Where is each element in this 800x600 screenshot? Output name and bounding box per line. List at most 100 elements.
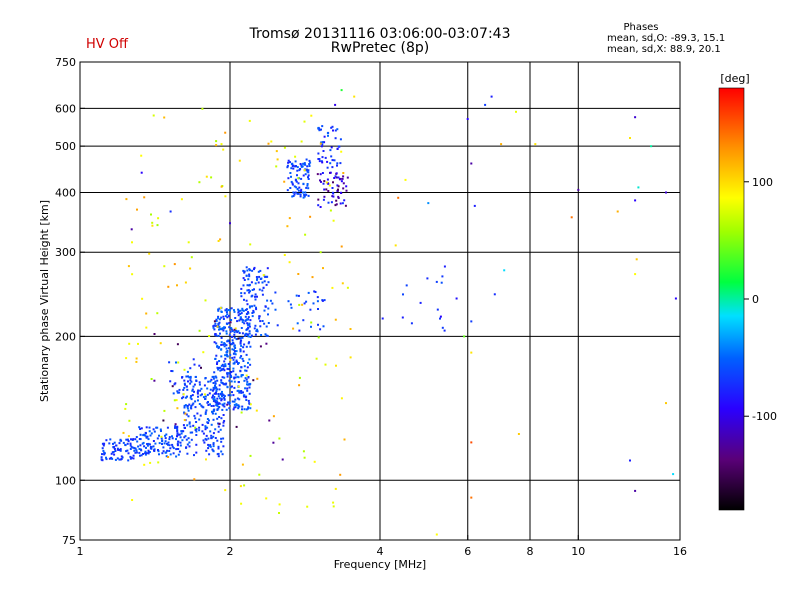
- data-point: [244, 369, 247, 372]
- data-point: [245, 353, 248, 356]
- data-point: [247, 278, 250, 281]
- data-point: [215, 320, 218, 322]
- data-point: [152, 428, 155, 431]
- data-point: [136, 440, 139, 443]
- data-point: [224, 383, 227, 386]
- data-point: [232, 367, 235, 370]
- data-point: [303, 456, 306, 459]
- data-point: [129, 442, 132, 445]
- data-point: [247, 289, 250, 292]
- data-point: [214, 391, 217, 394]
- data-point: [247, 399, 250, 402]
- data-point: [153, 333, 156, 335]
- data-point: [147, 452, 150, 455]
- data-point: [216, 361, 219, 364]
- data-point: [152, 114, 155, 117]
- data-point: [332, 195, 335, 198]
- data-point: [119, 458, 122, 461]
- data-point: [212, 410, 215, 412]
- data-point: [299, 195, 302, 198]
- data-point: [253, 304, 256, 307]
- data-point: [194, 375, 197, 378]
- data-point: [218, 422, 221, 425]
- data-point: [202, 432, 205, 435]
- data-point: [223, 360, 226, 363]
- data-point: [114, 450, 117, 452]
- data-point: [191, 403, 194, 406]
- data-point: [161, 440, 164, 443]
- data-point: [303, 162, 306, 165]
- data-point: [257, 270, 260, 273]
- data-point: [185, 413, 188, 416]
- data-point: [187, 241, 190, 244]
- data-point: [324, 363, 327, 366]
- data-point: [336, 189, 339, 192]
- data-point: [122, 431, 125, 434]
- data-point: [218, 416, 221, 418]
- data-point: [118, 449, 121, 451]
- data-point: [128, 342, 131, 345]
- data-point: [292, 167, 295, 170]
- data-point: [297, 177, 300, 180]
- data-point: [314, 291, 317, 293]
- data-point: [208, 335, 211, 337]
- data-point: [113, 441, 116, 444]
- data-point: [223, 326, 226, 329]
- data-point: [286, 225, 289, 228]
- data-point: [243, 322, 246, 325]
- data-point: [218, 388, 221, 391]
- data-point: [340, 89, 343, 92]
- data-point: [240, 411, 243, 414]
- data-point: [322, 150, 325, 152]
- data-point: [233, 377, 236, 380]
- data-point: [443, 265, 446, 268]
- data-point: [267, 142, 270, 145]
- data-point: [105, 439, 108, 442]
- data-point: [246, 323, 249, 326]
- data-point: [215, 342, 218, 345]
- data-point: [193, 383, 196, 386]
- data-point: [394, 244, 397, 247]
- data-point: [242, 350, 245, 353]
- data-point: [148, 252, 151, 255]
- chart-subtitle: RwPretec (8p): [330, 40, 430, 56]
- data-point: [319, 251, 322, 254]
- data-point: [233, 352, 236, 355]
- data-point: [214, 412, 217, 415]
- data-point: [252, 379, 255, 382]
- data-point: [111, 457, 114, 460]
- data-point: [148, 430, 151, 433]
- data-point: [245, 399, 248, 401]
- data-point: [241, 405, 244, 408]
- data-point: [140, 454, 143, 457]
- data-point: [183, 379, 186, 382]
- data-point: [216, 379, 219, 382]
- data-point: [176, 391, 179, 394]
- data-point: [237, 381, 240, 384]
- data-point: [233, 403, 236, 406]
- data-point: [215, 403, 218, 406]
- data-point: [230, 319, 233, 321]
- data-point: [240, 292, 243, 295]
- data-point: [224, 357, 227, 360]
- data-point: [176, 407, 179, 410]
- data-point: [165, 433, 168, 436]
- data-point: [226, 355, 229, 358]
- data-point: [320, 141, 323, 144]
- data-point: [239, 485, 242, 488]
- data-point: [163, 442, 166, 445]
- data-point: [165, 455, 168, 458]
- data-point: [224, 365, 227, 368]
- data-point: [237, 385, 240, 388]
- y-tick-label: 300: [55, 246, 76, 259]
- data-point: [187, 380, 189, 383]
- data-point: [261, 293, 264, 296]
- data-point: [329, 149, 332, 152]
- data-point: [132, 446, 135, 449]
- data-point: [214, 322, 217, 325]
- data-point: [336, 147, 339, 150]
- data-point: [246, 303, 249, 306]
- data-point: [515, 110, 517, 113]
- data-point: [202, 396, 205, 399]
- data-point: [235, 338, 238, 341]
